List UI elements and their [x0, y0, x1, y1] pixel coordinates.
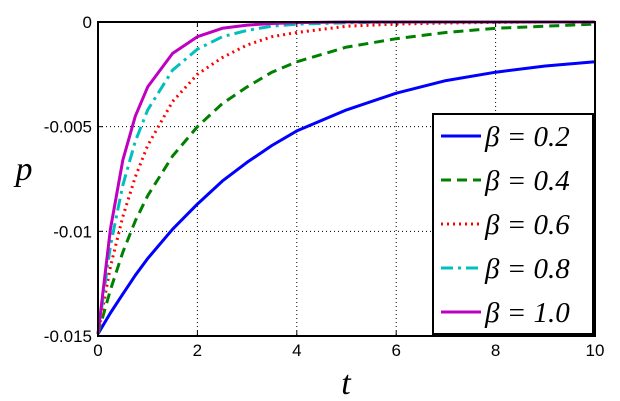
- x-tick-label: 2: [193, 341, 202, 360]
- axis-ticks: 0 2 4 6 8 10 -0.015 -0.01 -0.005 0: [44, 13, 605, 360]
- legend-label-1: β = 0.2: [484, 121, 570, 153]
- series-line-2: [96, 22, 596, 335]
- legend-label-3: β = 0.6: [484, 209, 570, 241]
- y-tick-label: 0: [83, 13, 92, 32]
- x-tick-label: 4: [292, 341, 301, 360]
- x-axis-label: t: [341, 365, 352, 401]
- legend-label-4: β = 0.8: [484, 253, 570, 285]
- y-axis-label: p: [14, 151, 33, 188]
- legend-label-5: β = 1.0: [484, 297, 570, 329]
- legend-label-2: β = 0.4: [484, 165, 570, 197]
- y-tick-label: -0.005: [44, 118, 92, 137]
- series-line-1: [96, 60, 596, 335]
- legend: β = 0.2 β = 0.4 β = 0.6 β = 0.8 β = 1.0: [432, 113, 594, 335]
- x-tick-label: 6: [391, 341, 400, 360]
- x-tick-label: 8: [491, 341, 500, 360]
- x-tick-label: 10: [586, 341, 605, 360]
- y-tick-label: -0.01: [53, 222, 92, 241]
- y-tick-label: -0.015: [44, 327, 92, 346]
- plot-area-frame: [97, 21, 596, 337]
- x-tick-label: 0: [93, 341, 102, 360]
